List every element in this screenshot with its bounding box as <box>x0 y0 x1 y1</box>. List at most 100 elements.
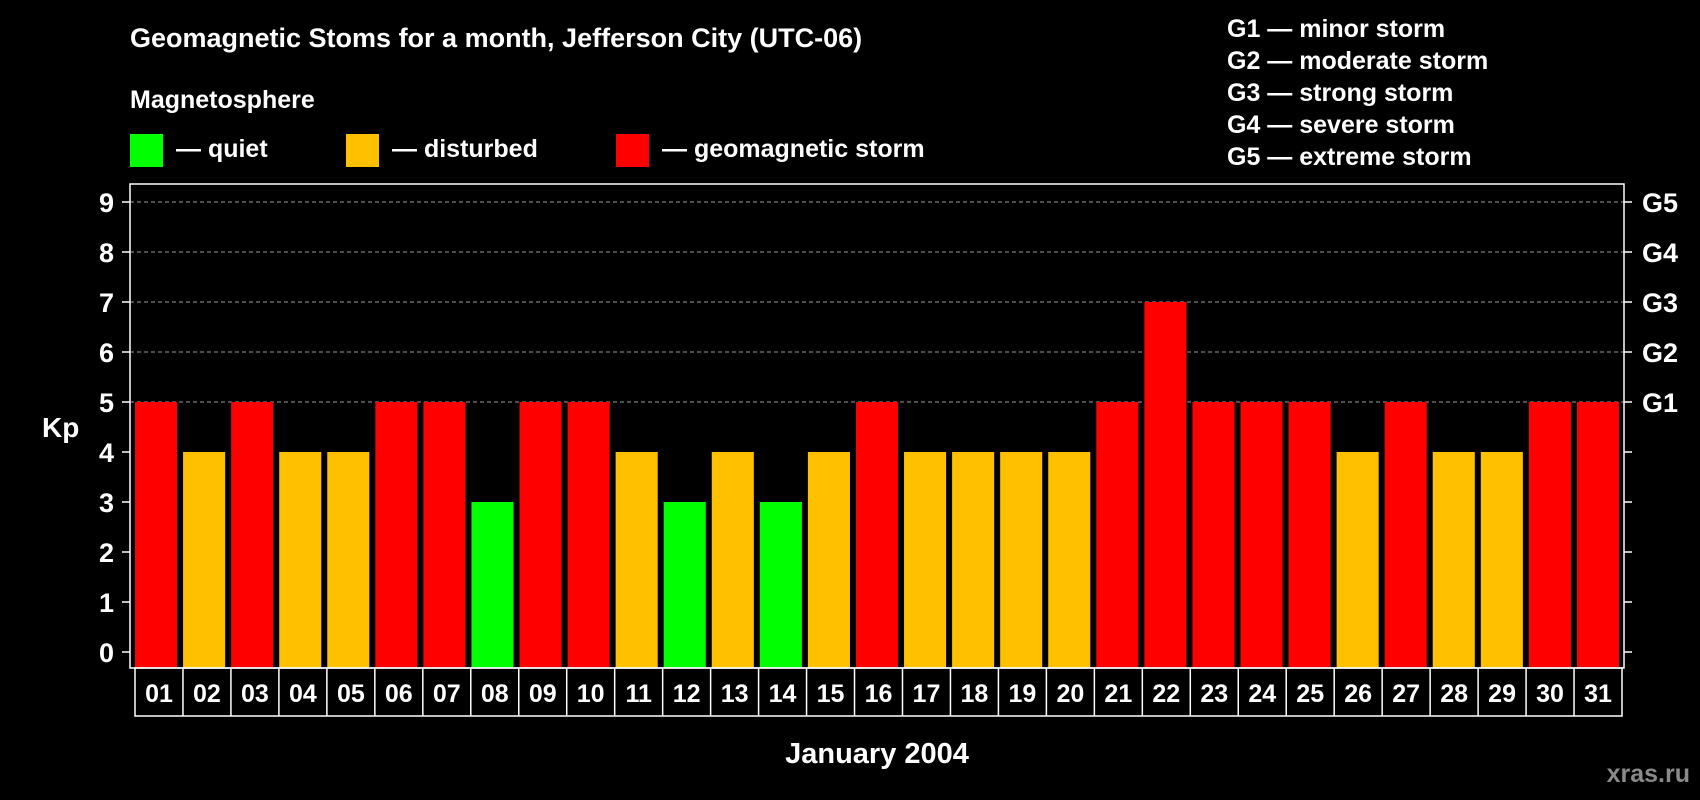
x-tick-label: 02 <box>193 680 221 708</box>
y-tick-label: 7 <box>99 288 114 318</box>
x-tick-label: 31 <box>1584 680 1612 708</box>
bar-day-16 <box>855 402 899 668</box>
x-tick-label: 11 <box>625 680 652 708</box>
bar-day-25 <box>1288 402 1331 668</box>
legend-label: — geomagnetic storm <box>662 135 925 163</box>
x-axis: 01 02 03 04 05 06 07 08 09 10 11 12 13 14 15 16 17 18 19 20… <box>134 667 1623 717</box>
bar-day-07 <box>423 402 466 668</box>
x-tick-label: 22 <box>1152 680 1180 708</box>
bar-day-29 <box>1480 452 1523 668</box>
x-tick-label: 12 <box>673 680 701 708</box>
storm-scale-item: G4 — severe storm <box>1227 111 1455 139</box>
bar-day-18 <box>952 452 995 668</box>
bar-day-17 <box>904 452 947 668</box>
storm-scale-item: G3 — strong storm <box>1227 79 1453 107</box>
storm-scale-item: G5 — extreme storm <box>1227 143 1472 171</box>
bar-day-30 <box>1528 402 1571 668</box>
y-tick-label: 3 <box>99 488 114 518</box>
bar-day-27 <box>1384 402 1427 668</box>
x-tick-label: 18 <box>961 680 989 708</box>
bar-day-31 <box>1576 402 1619 668</box>
watermark: xras.ru <box>1607 760 1690 788</box>
bar-day-11 <box>615 452 658 668</box>
x-tick-label: 26 <box>1344 680 1372 708</box>
bar-day-02 <box>183 452 226 668</box>
legend-title: Magnetosphere <box>130 86 315 114</box>
x-tick-label: 21 <box>1104 680 1132 708</box>
x-axis-box <box>134 667 1623 717</box>
x-tick-label: 28 <box>1440 680 1468 708</box>
bar-day-19 <box>1000 452 1043 668</box>
x-tick-label: 24 <box>1248 680 1276 708</box>
storm-scale-legend: G1 — minor storm G2 — moderate storm G3 — … <box>1227 15 1488 171</box>
x-tick-label: 19 <box>1008 680 1036 708</box>
bar-day-15 <box>807 452 850 668</box>
grid <box>130 201 1624 403</box>
bar-day-09 <box>519 402 562 668</box>
y-tick-label: 0 <box>99 638 114 668</box>
legend: — quiet — disturbed — geomagnetic storm <box>130 134 925 167</box>
x-tick-label: 25 <box>1296 680 1324 708</box>
x-tick-label: 08 <box>481 680 509 708</box>
bar-day-24 <box>1240 402 1283 668</box>
x-tick-label: 04 <box>289 680 317 708</box>
x-tick-label: 06 <box>385 680 413 708</box>
right-axis: G1 G2 G3 G4 G5 <box>1624 188 1678 653</box>
x-tick-label: 27 <box>1392 680 1420 708</box>
bar-day-23 <box>1192 402 1235 668</box>
bar-day-03 <box>231 402 274 668</box>
y-tick-label: 4 <box>99 438 114 468</box>
y-tick-label: 8 <box>99 238 114 268</box>
bar-day-22 <box>1144 302 1187 668</box>
y-tick-label: 5 <box>99 388 114 418</box>
bar-day-26 <box>1336 452 1379 668</box>
bar-day-21 <box>1096 402 1139 668</box>
x-tick-label: 16 <box>865 680 893 708</box>
bar-day-14 <box>759 502 802 668</box>
y-axis-label: Kp <box>42 412 79 443</box>
x-tick-label: 29 <box>1488 680 1516 708</box>
chart-title: Geomagnetic Stoms for a month, Jefferson… <box>130 23 862 53</box>
x-tick-label: 20 <box>1056 680 1084 708</box>
x-tick-label: 10 <box>577 680 605 708</box>
y-tick-label: 1 <box>99 588 114 618</box>
x-tick-label: 07 <box>433 680 461 708</box>
bars <box>135 302 1619 668</box>
legend-label: — quiet <box>176 135 268 163</box>
x-tick-label: 05 <box>337 680 365 708</box>
bar-day-20 <box>1048 452 1091 668</box>
bar-day-04 <box>279 452 322 668</box>
y-tick-label: 6 <box>99 338 114 368</box>
bar-day-08 <box>471 502 514 668</box>
storm-scale-item: G2 — moderate storm <box>1227 47 1488 75</box>
bar-day-01 <box>135 402 178 668</box>
legend-swatch <box>616 134 649 167</box>
x-tick-label: 09 <box>529 680 557 708</box>
x-tick-label: 15 <box>817 680 845 708</box>
right-tick-label: G5 <box>1642 188 1678 218</box>
legend-swatch <box>130 134 163 167</box>
bar-day-06 <box>375 402 418 668</box>
legend-swatch <box>346 134 379 167</box>
bar-day-05 <box>327 452 370 668</box>
x-axis-label: January 2004 <box>785 738 969 770</box>
x-tick-label: 03 <box>241 680 269 708</box>
x-tick-label: 14 <box>769 680 797 708</box>
legend-label: — disturbed <box>392 135 538 163</box>
right-tick-label: G1 <box>1642 388 1678 418</box>
right-tick-label: G4 <box>1642 238 1678 268</box>
right-tick-label: G3 <box>1642 288 1678 318</box>
bar-day-13 <box>711 452 754 668</box>
right-tick-label: G2 <box>1642 338 1678 368</box>
y-tick-label: 2 <box>99 538 114 568</box>
y-axis: 0 1 2 3 4 5 6 7 8 9 <box>99 188 130 668</box>
x-tick-label: 13 <box>721 680 749 708</box>
bar-day-28 <box>1432 452 1475 668</box>
bar-day-10 <box>567 402 610 668</box>
x-tick-label: 30 <box>1536 680 1564 708</box>
x-tick-label: 17 <box>913 680 941 708</box>
x-tick-label: 01 <box>145 680 173 708</box>
y-tick-label: 9 <box>99 188 114 218</box>
x-tick-label: 23 <box>1200 680 1228 708</box>
